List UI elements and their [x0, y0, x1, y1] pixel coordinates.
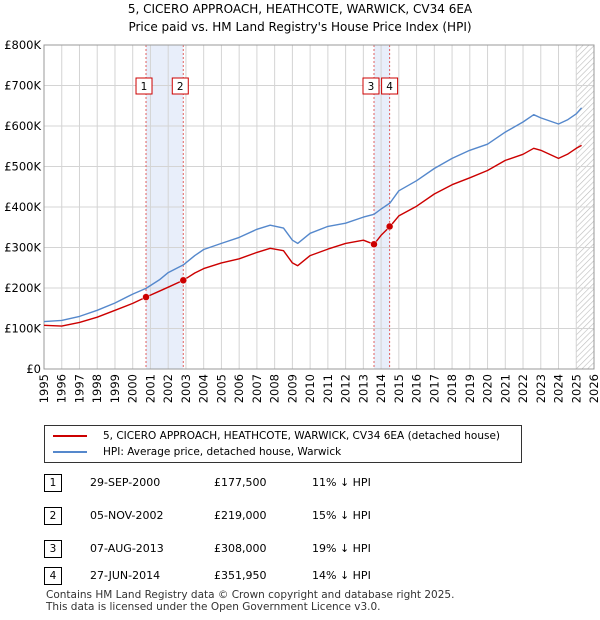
x-tick-label: 2001 — [143, 374, 157, 403]
sale-date: 29-SEP-2000 — [90, 476, 161, 489]
plot-frame — [43, 44, 595, 370]
x-tick-label: 2021 — [498, 374, 512, 403]
sale-number-label: 2 — [177, 81, 184, 93]
sale-hpi-diff: 11% ↓ HPI — [312, 476, 371, 489]
sale-price: £308,000 — [214, 542, 267, 555]
x-tick-label: 2005 — [214, 374, 228, 403]
sale-hpi-diff: 15% ↓ HPI — [312, 509, 371, 522]
footer-license: This data is licensed under the Open Gov… — [46, 601, 381, 613]
x-tick-label: 2013 — [356, 374, 370, 403]
x-tick-label: 2026 — [587, 374, 600, 403]
sale-price: £177,500 — [214, 476, 267, 489]
x-tick-label: 2003 — [179, 374, 193, 403]
sale-hpi-diff: 14% ↓ HPI — [312, 569, 371, 582]
sale-number-box: 2 — [171, 77, 189, 95]
x-tick-label: 2015 — [392, 374, 406, 403]
sale-row: 2 05-NOV-2002 £219,000 15% ↓ HPI — [44, 507, 584, 525]
x-tick-label: 2019 — [463, 374, 477, 403]
x-tick-label: 2017 — [427, 374, 441, 403]
sale-point — [385, 222, 394, 231]
x-tick-label: 2022 — [516, 374, 530, 403]
x-tick-label: 2007 — [250, 374, 264, 403]
x-tick-label: 1996 — [55, 374, 69, 403]
chart-title-line1: 5, CICERO APPROACH, HEATHCOTE, WARWICK, … — [127, 2, 473, 16]
sale-hpi-diff: 19% ↓ HPI — [312, 542, 371, 555]
sale-row: 4 27-JUN-2014 £351,950 14% ↓ HPI — [44, 567, 584, 585]
sale-price: £351,950 — [214, 569, 267, 582]
legend-label-property: 5, CICERO APPROACH, HEATHCOTE, WARWICK, … — [103, 430, 501, 442]
x-tick-label: 2002 — [161, 374, 175, 403]
legend-item-hpi: HPI: Average price, detached house, Warw… — [53, 445, 341, 459]
legend-label-hpi: HPI: Average price, detached house, Warw… — [103, 446, 342, 458]
x-tick-label: 2008 — [268, 374, 282, 403]
y-tick-label: £800K — [4, 38, 41, 52]
sale-date: 27-JUN-2014 — [90, 569, 161, 582]
x-tick-label: 1998 — [90, 374, 104, 403]
y-tick-label: £400K — [4, 200, 41, 214]
chart-title-line2: Price paid vs. HM Land Registry's House … — [128, 20, 472, 34]
sale-date: 05-NOV-2002 — [90, 509, 164, 522]
sale-number-badge: 2 — [44, 507, 62, 525]
x-tick-label: 1999 — [108, 374, 122, 403]
sale-number-box-frame — [135, 77, 153, 95]
sale-number-badge: 3 — [44, 540, 62, 558]
legend-item-property: 5, CICERO APPROACH, HEATHCOTE, WARWICK, … — [53, 429, 500, 443]
x-tick-label: 2016 — [410, 374, 424, 403]
sale-number-box-frame — [381, 77, 399, 95]
property-series-line — [43, 144, 582, 327]
sale-number-label: 1 — [141, 81, 148, 93]
x-tick-label: 2012 — [339, 374, 353, 403]
sale-point — [142, 293, 150, 301]
x-tick-label: 2004 — [197, 374, 211, 403]
y-tick-label: £500K — [4, 160, 41, 174]
x-tick-label: 2023 — [534, 374, 548, 403]
legend-swatch-hpi — [53, 451, 87, 453]
sale-number-box-frame — [171, 77, 189, 95]
sale-point — [179, 276, 188, 285]
sale-price: £219,000 — [214, 509, 267, 522]
x-tick-label: 2025 — [569, 374, 583, 403]
x-tick-label: 2009 — [285, 374, 299, 403]
x-tick-label: 2018 — [445, 374, 459, 403]
y-tick-label: £700K — [4, 79, 41, 93]
y-tick-label: £100K — [4, 322, 41, 336]
sale-point — [370, 240, 378, 249]
x-tick-label: 2011 — [321, 374, 335, 403]
hpi-series-line — [43, 107, 583, 323]
sale-number-box: 1 — [135, 77, 153, 95]
sale-date: 07-AUG-2013 — [90, 542, 164, 555]
y-tick-label: £600K — [4, 119, 41, 133]
x-tick-label: 1995 — [37, 374, 51, 403]
sale-number-box: 4 — [381, 77, 399, 95]
legend-swatch-property — [53, 435, 87, 437]
sale-row: 1 29-SEP-2000 £177,500 11% ↓ HPI — [44, 474, 584, 492]
x-tick-label: 2014 — [374, 374, 388, 403]
y-tick-label: £300K — [4, 241, 41, 255]
x-tick-label: 2010 — [303, 374, 317, 403]
x-tick-label: 2006 — [232, 374, 246, 403]
sale-number-label: 3 — [368, 81, 375, 93]
x-tick-label: 2024 — [552, 374, 566, 403]
price-chart: £0 £100K £200K £300K £400K £500K £600K £700K £80… — [4, 38, 600, 403]
legend: 5, CICERO APPROACH, HEATHCOTE, WARWICK, … — [44, 425, 522, 463]
x-tick-label: 1997 — [72, 374, 86, 403]
y-tick-label: £200K — [4, 281, 41, 295]
sale-number-box-frame — [362, 77, 380, 95]
y-tick-label: £0 — [26, 362, 41, 376]
sale-row: 3 07-AUG-2013 £308,000 19% ↓ HPI — [44, 540, 584, 558]
sale-number-badge: 4 — [44, 567, 62, 585]
x-tick-label: 2020 — [481, 374, 495, 403]
footer-copyright: Contains HM Land Registry data © Crown c… — [46, 589, 455, 601]
sale-number-box: 3 — [362, 77, 380, 95]
sale-number-label: 4 — [386, 81, 393, 93]
x-tick-label: 2000 — [126, 374, 140, 403]
sale-number-badge: 1 — [44, 474, 62, 492]
